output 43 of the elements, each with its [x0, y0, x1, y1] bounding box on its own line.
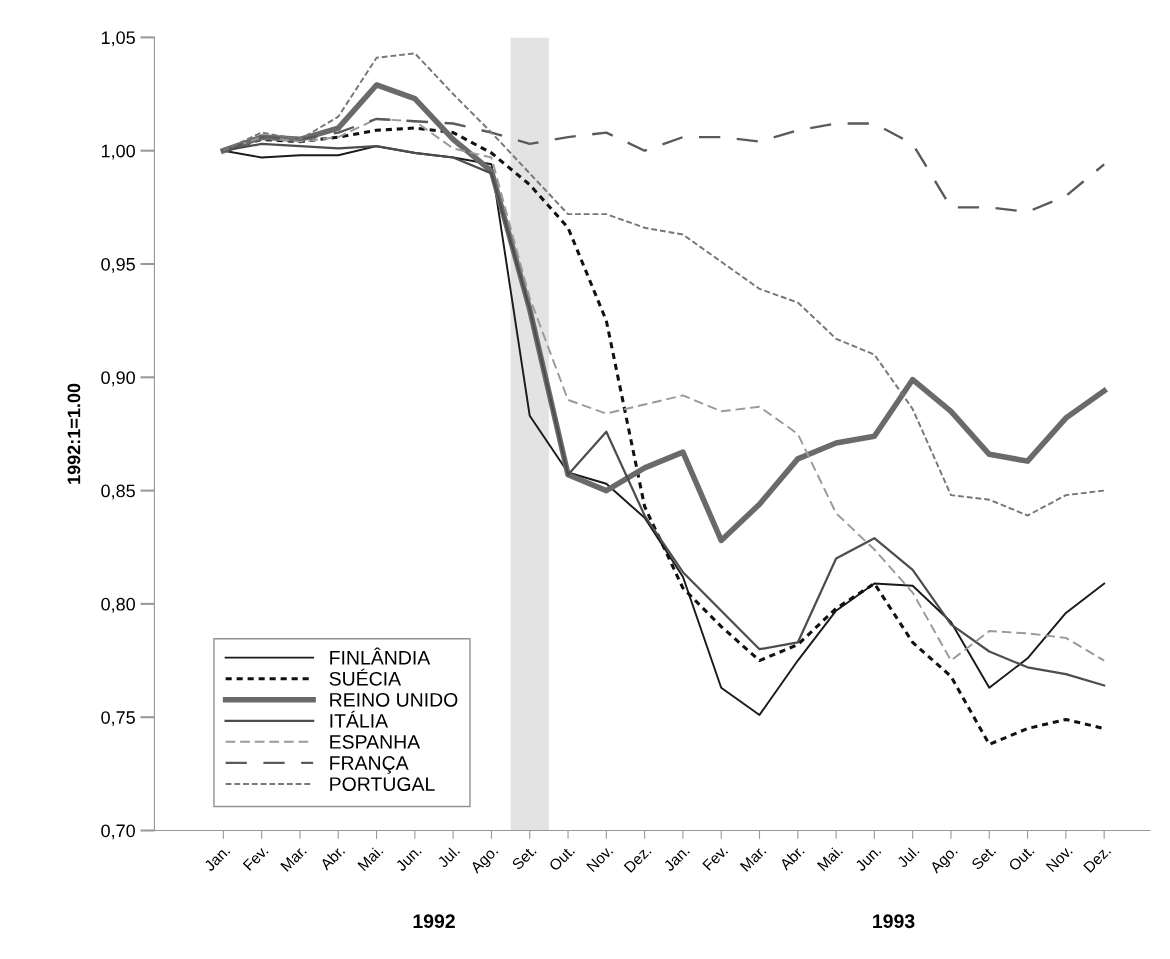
- x-tick-label: Mar.: [739, 845, 767, 872]
- x-tick-label: Set.: [511, 844, 537, 871]
- x-tick-label: Fev.: [702, 845, 729, 871]
- x-tick-label: Dez.: [623, 845, 652, 873]
- x-tick-label: Nov.: [586, 845, 614, 873]
- x-tick-label: Mai.: [816, 844, 844, 872]
- line-series: [222, 117, 1106, 214]
- y-tick-label: 0,80: [101, 597, 135, 613]
- x-tick-label: Out.: [548, 844, 575, 872]
- y-tick-label: 1,00: [101, 144, 135, 160]
- y-tick-label: 1,05: [101, 31, 135, 47]
- x-tick-label: Jul.: [896, 844, 920, 869]
- legend-label: REINO UNIDO: [330, 692, 458, 707]
- legend-label: FINLÂNDIA: [330, 647, 431, 665]
- y-tick-label: 0,95: [101, 257, 135, 273]
- legend-label: PORTUGAL: [330, 777, 435, 791]
- legend-label: FRANÇA: [330, 756, 409, 774]
- x-tick-label: Out.: [1007, 844, 1035, 872]
- x-tick-label: Nov.: [1045, 845, 1073, 873]
- y-tick-label: 0,85: [101, 484, 135, 500]
- x-tick-label: Jan.: [663, 845, 690, 872]
- x-tick-label: Abr.: [319, 844, 346, 871]
- x-tick-label: Abr.: [778, 844, 805, 871]
- x-tick-label: Ago.: [929, 845, 961, 876]
- text: 1992: [413, 914, 455, 929]
- x-tick-label: Dez.: [1083, 845, 1112, 873]
- legend-label: ITÁLIA: [330, 710, 389, 728]
- x-tick-label: Set.: [970, 844, 997, 871]
- x-tick-label: Ago.: [469, 845, 501, 876]
- x-tick-label: Mar.: [280, 845, 307, 872]
- x-tick-label: Jun.: [394, 845, 422, 872]
- x-tick-label: Fev.: [242, 845, 269, 871]
- legend-label: ESPANHA: [330, 735, 421, 749]
- text: 1993: [873, 914, 915, 929]
- legend-label: SUÉCIA: [329, 668, 402, 686]
- x-tick-label: Mai.: [357, 844, 384, 872]
- x-tick-label: Jul.: [436, 844, 461, 869]
- x-tick-label: Jan.: [203, 845, 231, 872]
- y-axis-title: 1992:1=1.00: [67, 383, 81, 484]
- x-tick-label: Jun.: [854, 845, 882, 872]
- y-tick-label: 0,90: [101, 371, 135, 387]
- y-tick-label: 0,70: [101, 824, 135, 840]
- y-tick-label: 0,75: [101, 711, 135, 727]
